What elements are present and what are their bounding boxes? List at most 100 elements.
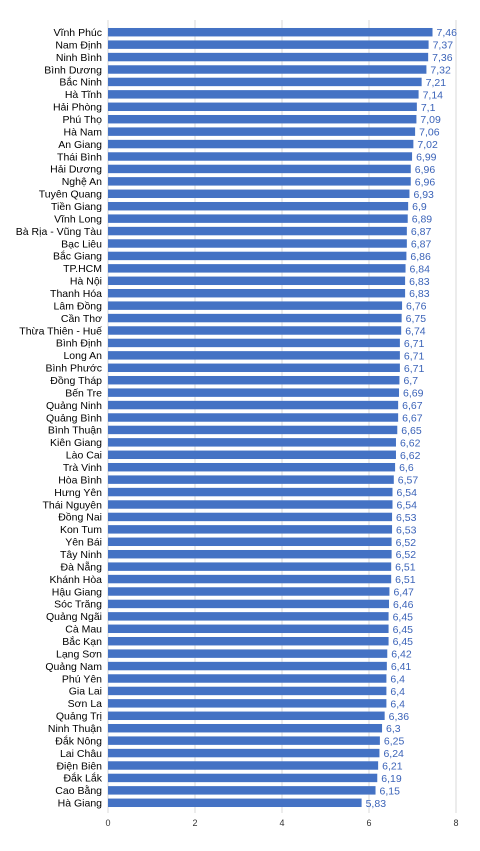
category-label: Quảng Trị: [56, 711, 102, 723]
bar: [108, 773, 378, 783]
category-label: Tuyên Quang: [39, 189, 102, 201]
category-label: Long An: [63, 350, 102, 362]
category-label: Hà Nội: [70, 276, 102, 288]
bar: [108, 301, 403, 310]
category-label: Cà Mau: [65, 624, 102, 636]
bar: [108, 139, 414, 149]
bar: [108, 351, 400, 360]
category-label: Yên Bái: [65, 537, 102, 549]
bar: [108, 711, 385, 721]
value-label: 7,1: [421, 102, 436, 114]
value-label: 7,46: [437, 27, 458, 39]
bar: [108, 512, 393, 522]
value-label: 7,09: [420, 114, 441, 126]
category-label: Quảng Bình: [46, 412, 102, 424]
category-label: Cao Bằng: [55, 784, 102, 797]
value-label: 7,37: [433, 40, 454, 52]
bar: [108, 164, 411, 174]
value-label: 6,47: [393, 587, 414, 599]
value-label: 6,96: [415, 164, 436, 176]
category-label: Lâm Đồng: [54, 300, 103, 312]
bar: [108, 114, 417, 124]
value-label: 6,9: [412, 201, 427, 213]
bar: [108, 438, 396, 447]
bar: [108, 462, 396, 472]
category-label: Bến Tre: [65, 387, 102, 399]
bar: [108, 500, 393, 509]
category-label: Bình Thuận: [48, 425, 102, 437]
value-label: 6,96: [415, 176, 436, 188]
category-label: An Giang: [58, 139, 102, 151]
value-label: 7,02: [417, 139, 438, 151]
value-label: 6,53: [396, 524, 417, 536]
value-label: 6,87: [411, 239, 432, 251]
category-label: Phú Thọ: [62, 114, 102, 126]
value-label: 6,83: [409, 288, 430, 300]
value-label: 6,7: [403, 375, 418, 387]
category-label: Lào Cai: [66, 450, 102, 462]
category-label: Cần Thơ: [61, 313, 102, 325]
bar: [108, 239, 407, 248]
value-label: 6,84: [410, 263, 431, 275]
bar: [108, 338, 400, 348]
x-tick-label: 4: [279, 818, 284, 828]
bar: [108, 276, 406, 286]
bar: [108, 661, 387, 671]
bars: [108, 27, 433, 808]
value-label: 6,76: [406, 301, 427, 313]
bar: [108, 612, 389, 621]
bar: [108, 65, 427, 74]
category-label: Đồng Tháp: [50, 375, 102, 387]
bar: [108, 549, 392, 559]
category-label: Trà Vinh: [63, 462, 102, 474]
category-label: Thanh Hóa: [50, 288, 102, 300]
category-label: Phú Yên: [62, 673, 102, 685]
bar: [108, 363, 400, 373]
bar: [108, 288, 406, 298]
x-tick-label: 6: [366, 818, 371, 828]
category-label: Đà Nẵng: [61, 560, 103, 573]
value-label: 6,36: [389, 711, 410, 723]
bar: [108, 189, 410, 199]
category-label: Vĩnh Phúc: [54, 27, 102, 39]
category-label: Bắc Kạn: [62, 635, 102, 648]
category-label: Bắc Ninh: [59, 76, 102, 89]
value-label: 6,53: [396, 512, 417, 524]
value-label: 6,25: [384, 736, 405, 748]
bar: [108, 201, 409, 211]
value-label: 6,83: [409, 276, 430, 288]
category-label: Đắk Nông: [55, 734, 102, 747]
category-label: Khánh Hòa: [49, 574, 102, 586]
value-label: 6,15: [380, 785, 401, 797]
value-label: 6,52: [396, 537, 417, 549]
bar: [108, 736, 380, 745]
bar: [108, 400, 399, 410]
category-label: Tiền Giang: [51, 201, 102, 213]
value-label: 6,45: [393, 624, 414, 636]
value-label: 6,52: [396, 549, 417, 561]
category-label: Hà Giang: [58, 798, 103, 810]
bar: [108, 388, 400, 397]
value-label: 6,62: [400, 437, 421, 449]
bar: [108, 226, 407, 236]
x-tick-label: 2: [192, 818, 197, 828]
bar: [108, 487, 393, 497]
bar: [108, 251, 407, 261]
category-label: Hải Dương: [50, 164, 102, 176]
category-label: Bà Rịa - Vũng Tàu: [16, 226, 102, 238]
value-label: 7,32: [430, 65, 451, 77]
bar: [108, 52, 429, 62]
value-label: 6,67: [402, 413, 423, 425]
value-label: 6,41: [391, 661, 412, 673]
value-label: 5,83: [366, 798, 387, 810]
value-label: 6,54: [396, 487, 417, 499]
bar: [108, 723, 383, 733]
bar: [108, 624, 389, 634]
category-label: Ninh Bình: [56, 52, 102, 64]
bar: [108, 40, 429, 49]
value-label: 6,93: [413, 189, 434, 201]
category-label: Lạng Sơn: [56, 648, 102, 660]
value-label: 6,71: [404, 363, 425, 375]
value-label: 6,69: [403, 388, 424, 400]
